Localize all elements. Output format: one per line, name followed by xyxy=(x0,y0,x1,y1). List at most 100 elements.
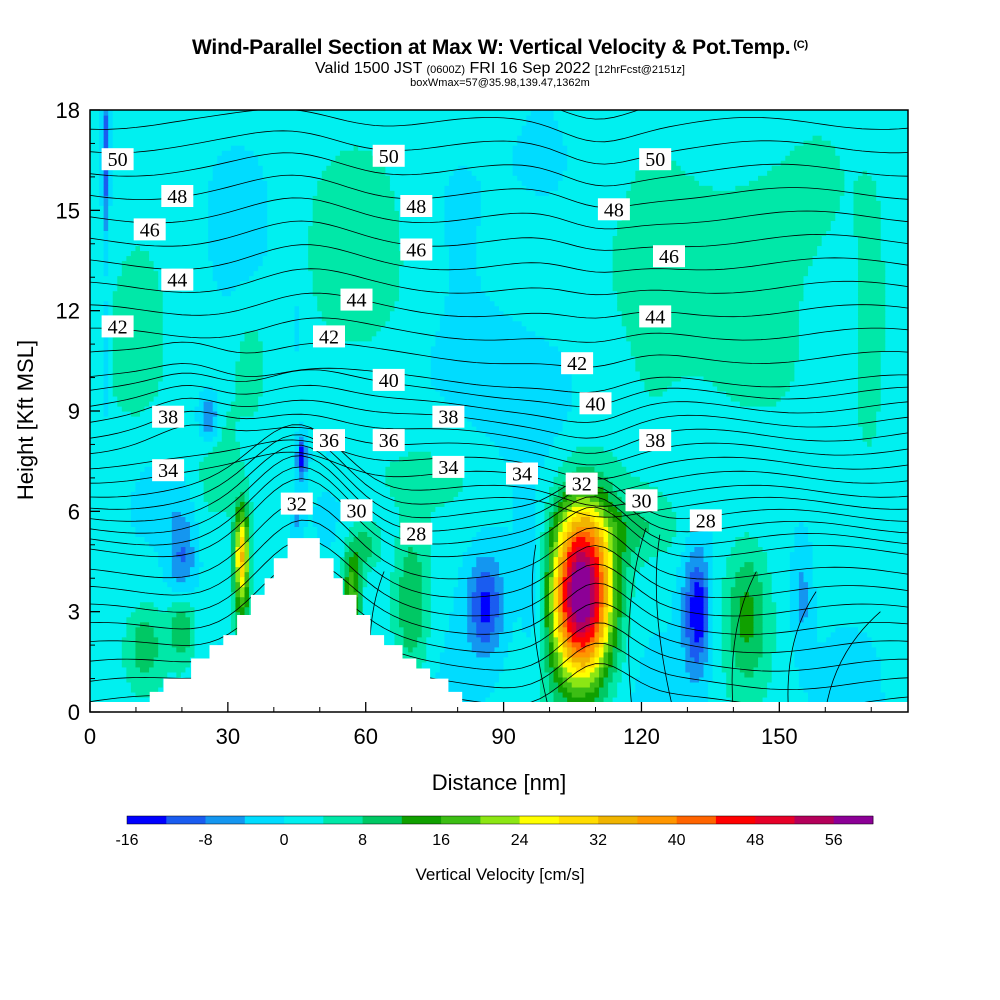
theta-line xyxy=(90,130,908,165)
w-cell xyxy=(512,526,536,532)
w-cell xyxy=(194,586,232,593)
w-cell xyxy=(476,561,500,568)
w-cell xyxy=(630,631,655,638)
w-cell xyxy=(90,400,105,407)
w-cell xyxy=(539,591,546,598)
w-cell xyxy=(808,596,818,603)
w-cell xyxy=(90,175,100,181)
w-cell xyxy=(239,541,246,548)
w-cell xyxy=(603,616,609,623)
w-cell xyxy=(135,531,173,538)
w-cell xyxy=(535,516,546,522)
w-cell xyxy=(712,556,727,563)
w-cell xyxy=(612,591,618,598)
w-cell xyxy=(685,621,691,628)
w-cell xyxy=(476,270,614,277)
w-cell xyxy=(871,636,908,643)
w-cell xyxy=(480,190,536,196)
w-cell xyxy=(476,621,496,628)
w-cell xyxy=(544,626,550,633)
w-cell xyxy=(221,290,232,297)
w-cell xyxy=(194,546,200,553)
w-cell xyxy=(453,601,468,608)
w-cell xyxy=(785,390,859,397)
w-cell xyxy=(90,185,100,191)
w-cell xyxy=(430,601,455,608)
w-cell xyxy=(389,611,400,618)
w-cell xyxy=(844,180,855,186)
w-cell xyxy=(553,601,559,608)
w-cell xyxy=(712,380,791,387)
w-cell xyxy=(567,411,859,417)
w-cell xyxy=(235,521,241,527)
w-cell xyxy=(767,551,791,558)
w-cell xyxy=(239,526,246,532)
w-cell xyxy=(194,636,237,643)
w-cell xyxy=(458,461,509,467)
w-cell xyxy=(880,205,908,211)
w-cell xyxy=(880,671,908,678)
w-cell xyxy=(308,456,314,462)
w-cell xyxy=(558,566,564,573)
w-cell xyxy=(521,180,559,186)
w-cell xyxy=(99,175,105,181)
w-cell xyxy=(476,265,614,272)
contour-label-box xyxy=(372,144,405,167)
w-cell xyxy=(90,375,105,382)
w-cell xyxy=(558,531,564,538)
w-cell xyxy=(585,661,596,668)
w-cell xyxy=(621,561,632,568)
w-cell xyxy=(817,626,836,633)
w-cell xyxy=(571,671,591,678)
w-cell xyxy=(199,390,218,397)
w-cell xyxy=(294,320,300,327)
w-cell xyxy=(199,556,232,563)
w-cell xyxy=(880,230,908,237)
w-cell xyxy=(748,591,764,598)
w-cell xyxy=(194,626,232,633)
w-cell xyxy=(544,571,550,578)
w-cell xyxy=(553,551,559,558)
w-cell xyxy=(608,586,614,593)
w-cell xyxy=(753,606,764,613)
w-cell xyxy=(839,205,855,211)
w-cell xyxy=(426,656,441,663)
w-cell xyxy=(112,350,164,357)
w-cell xyxy=(621,616,632,623)
w-cell xyxy=(517,140,564,146)
contour-label-text: 38 xyxy=(438,407,458,429)
w-cell xyxy=(753,596,764,603)
w-cell xyxy=(208,205,268,211)
w-cell xyxy=(635,365,795,372)
w-cell xyxy=(594,581,600,588)
w-cell xyxy=(171,541,191,548)
w-cell xyxy=(458,571,473,578)
w-cell xyxy=(430,576,459,583)
w-cell xyxy=(562,656,568,663)
w-cell xyxy=(858,400,882,407)
w-cell xyxy=(512,145,568,151)
w-cell xyxy=(530,110,555,116)
w-cell xyxy=(90,145,100,151)
w-cell xyxy=(90,170,100,176)
w-cell xyxy=(858,265,886,272)
w-cell xyxy=(703,601,709,608)
w-cell xyxy=(589,656,596,663)
theta-line xyxy=(90,424,908,466)
w-cell xyxy=(576,546,591,553)
theta-line xyxy=(90,478,908,558)
w-cell xyxy=(867,170,908,176)
w-cell xyxy=(612,611,618,618)
w-cell xyxy=(598,541,605,548)
w-cell xyxy=(571,536,577,543)
w-cell xyxy=(244,566,250,573)
w-cell xyxy=(435,340,550,347)
w-cell xyxy=(349,591,359,598)
w-cell xyxy=(567,651,573,658)
w-cell xyxy=(798,671,882,678)
w-cell xyxy=(99,115,105,121)
w-cell xyxy=(239,591,246,598)
w-cell xyxy=(558,185,632,191)
w-cell xyxy=(721,626,732,633)
theta-line xyxy=(628,527,647,712)
